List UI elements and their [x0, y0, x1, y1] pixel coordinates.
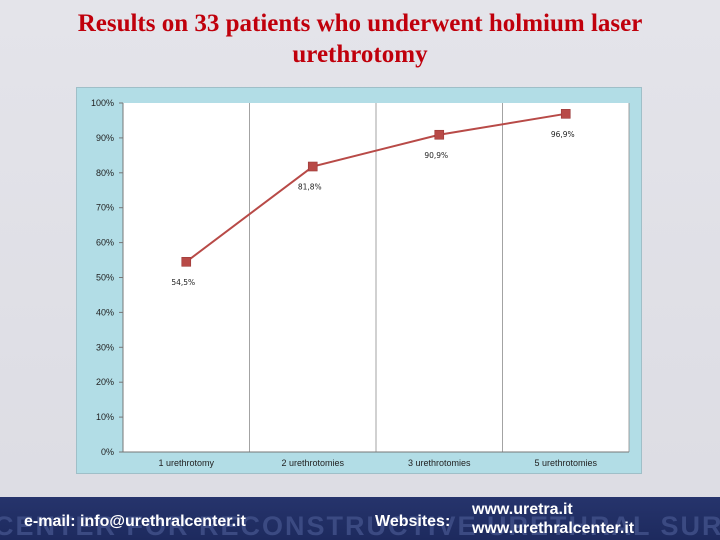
y-tick-label: 50% [96, 273, 114, 283]
data-point-marker [181, 256, 192, 267]
y-tick-label: 100% [91, 98, 114, 108]
y-tick-label: 0% [101, 447, 114, 457]
y-tick-label: 70% [96, 203, 114, 213]
x-tick-label: 3 urethrotomies [408, 458, 471, 468]
x-tick-label: 1 urethrotomy [158, 458, 214, 468]
y-tick-label: 40% [96, 307, 114, 317]
data-point-marker [560, 109, 571, 119]
footer-email: e-mail: info@urethralcenter.it [24, 513, 246, 530]
y-tick-label: 30% [96, 342, 114, 352]
x-tick-label: 5 urethrotomies [534, 458, 597, 468]
data-point-marker [307, 161, 318, 172]
data-label: 54,5% [171, 278, 195, 287]
line-chart: 0% 10% 20% 30% 40% 50% 60% 70% 80% 90% 100% 1 uret… [91, 98, 630, 468]
x-tick-label: 2 urethrotomies [281, 458, 344, 468]
y-tick-label: 10% [96, 412, 114, 422]
website-link-urethralcenter[interactable]: www.urethralcenter.it [472, 520, 635, 537]
footer-bar: CENTER FOR RECONSTRUCTIVE URETHRAL SURGE… [0, 497, 720, 540]
footer-websites-label: Websites: [375, 513, 451, 530]
slide-title: Results on 33 patients who underwent hol… [77, 10, 643, 68]
footer-watermark: CENTER FOR RECONSTRUCTIVE URETHRAL SURGE… [0, 511, 720, 540]
chart-frame: 0% 10% 20% 30% 40% 50% 60% 70% 80% 90% 100% 1 uret… [76, 87, 642, 474]
y-tick-label: 20% [96, 377, 114, 387]
footer-websites: www.uretra.it www.urethralcenter.it [472, 500, 634, 538]
y-tick-label: 90% [96, 133, 114, 143]
y-tick-label: 60% [96, 238, 114, 248]
data-label: 96,9% [551, 130, 575, 139]
website-link-uretra[interactable]: www.uretra.it [472, 501, 573, 518]
data-label: 90,9% [424, 151, 448, 160]
series-line [185, 112, 566, 263]
y-tick-label: 80% [96, 168, 114, 178]
data-label: 81,8% [298, 183, 322, 192]
data-point-marker [434, 129, 445, 140]
